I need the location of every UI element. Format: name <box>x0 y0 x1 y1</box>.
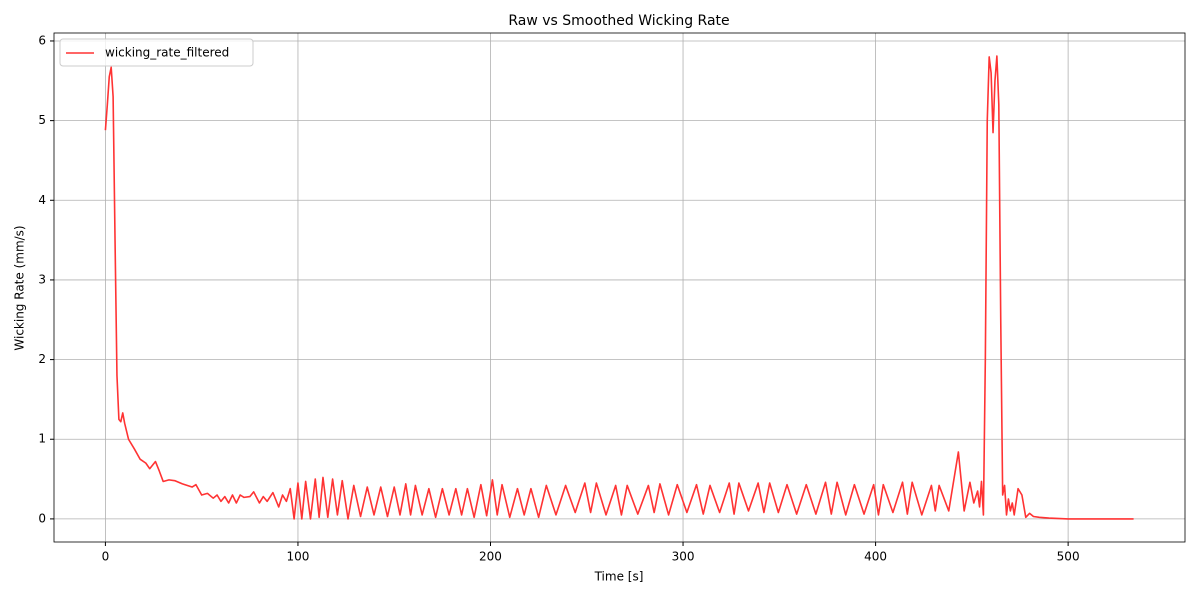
y-tick-label: 5 <box>38 113 46 127</box>
x-tick-label: 300 <box>672 550 695 564</box>
chart-title: Raw vs Smoothed Wicking Rate <box>508 13 729 29</box>
y-tick-label: 0 <box>38 511 46 525</box>
plot-frame <box>53 32 1186 543</box>
x-axis-label: Time [s] <box>594 570 644 584</box>
x-tick-label: 100 <box>286 550 309 564</box>
y-tick-label: 2 <box>38 352 46 366</box>
x-tick-label: 500 <box>1057 550 1080 564</box>
legend-box <box>59 38 254 67</box>
x-tick-label: 400 <box>864 550 887 564</box>
y-tick-label: 3 <box>38 272 46 286</box>
y-tick-label: 6 <box>38 33 46 47</box>
legend-label: wicking_rate_filtered <box>105 46 229 60</box>
y-axis-label: Wicking Rate (mm/s) <box>13 225 27 350</box>
y-tick-label: 1 <box>38 432 46 446</box>
x-tick-label: 200 <box>479 550 502 564</box>
data-line <box>104 55 1134 520</box>
x-tick-label: 0 <box>102 550 110 564</box>
y-tick-label: 4 <box>38 193 46 207</box>
